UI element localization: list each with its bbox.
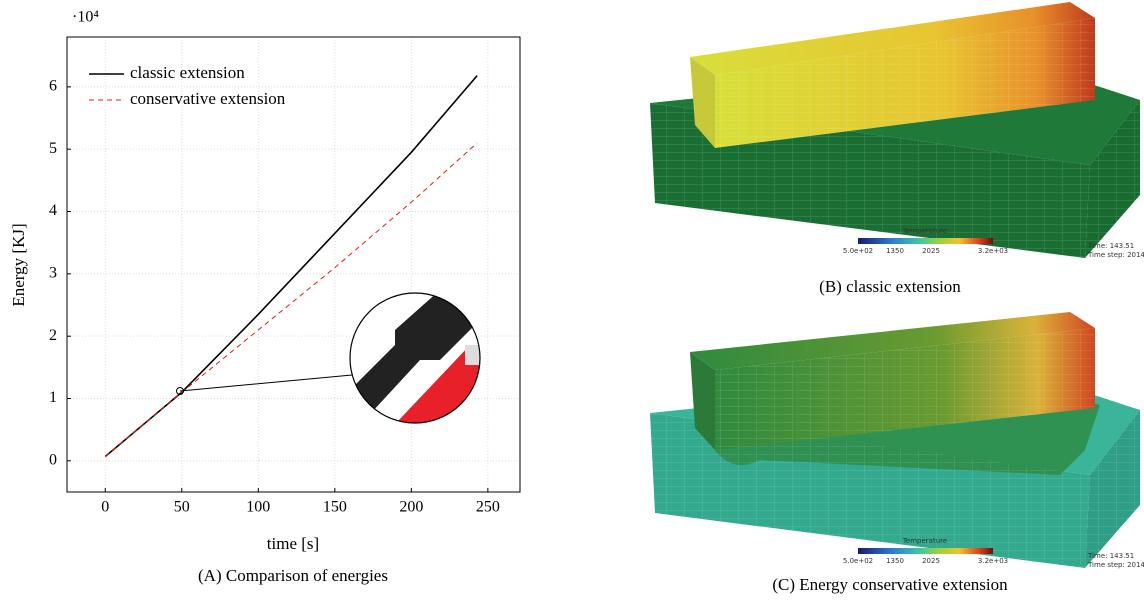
colorbar-label: 3.2e+03 xyxy=(978,247,1008,255)
y-tick-label: 6 xyxy=(49,78,57,95)
caption: (B) classic extension xyxy=(819,277,961,296)
render-conservative: Temperature 5.0e+02 1350 2025 3.2e+03 Ti… xyxy=(650,312,1144,594)
y-tick-label: 1 xyxy=(49,389,57,406)
colorbar-label: 2025 xyxy=(922,557,940,565)
colorbar-label: 5.0e+02 xyxy=(843,247,873,255)
colorbar-label: 1350 xyxy=(886,247,904,255)
colorbar-title: Temperature xyxy=(902,537,947,545)
y-tick-label: 2 xyxy=(49,327,57,344)
colorbar-title: Temperature xyxy=(902,227,947,235)
exponent-label: ·10⁴ xyxy=(72,9,99,26)
legend-label: conservative extension xyxy=(130,89,286,108)
x-tick-label: 250 xyxy=(476,499,500,516)
x-tick-label: 100 xyxy=(246,499,270,516)
x-tick-label: 50 xyxy=(174,499,190,516)
time-step: Time step: 2014 xyxy=(1087,561,1144,569)
x-tick-label: 0 xyxy=(101,499,109,516)
y-tick-label: 3 xyxy=(49,265,57,282)
series-line xyxy=(104,142,478,457)
y-axis-label: Energy [KJ] xyxy=(9,223,28,306)
legend-label: classic extension xyxy=(130,63,245,82)
x-axis-label: time [s] xyxy=(267,534,319,553)
x-tick-label: 150 xyxy=(323,499,347,516)
colorbar-label: 5.0e+02 xyxy=(843,557,873,565)
y-tick-label: 4 xyxy=(49,202,57,219)
time-step: Time step: 2014 xyxy=(1087,251,1144,259)
colorbar-label: 2025 xyxy=(922,247,940,255)
energy-chart: ·10⁴ time [s] Energy [KJ] (A) Comparison… xyxy=(9,9,521,585)
zoom-inset xyxy=(176,292,481,424)
y-tick-label: 5 xyxy=(49,140,57,157)
y-tick-label: 0 xyxy=(49,452,57,469)
render-classic: Temperature 5.0e+02 1350 2025 3.2e+03 Ti… xyxy=(650,2,1144,296)
caption: (C) Energy conservative extension xyxy=(772,575,1008,594)
colorbar-label: 3.2e+03 xyxy=(978,557,1008,565)
x-tick-label: 200 xyxy=(399,499,423,516)
time: Time: 143.51 xyxy=(1087,552,1134,560)
plot-frame xyxy=(66,36,521,493)
caption: (A) Comparison of energies xyxy=(198,566,388,585)
colorbar-label: 1350 xyxy=(886,557,904,565)
time: Time: 143.51 xyxy=(1087,242,1134,250)
